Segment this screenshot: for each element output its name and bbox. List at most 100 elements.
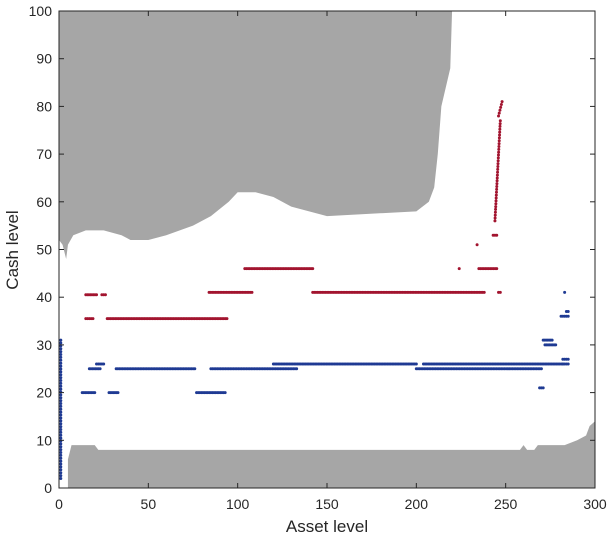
- shaded-regions: [59, 11, 595, 488]
- data-point: [496, 167, 500, 171]
- data-point: [494, 207, 498, 211]
- data-point: [497, 136, 501, 140]
- y-tick-label: 80: [36, 98, 52, 114]
- upper-infeasible-region: [59, 11, 453, 260]
- data-point: [59, 370, 63, 374]
- y-tick-label: 100: [29, 3, 53, 19]
- data-point: [497, 147, 501, 151]
- y-tick-label: 40: [36, 289, 52, 305]
- data-point: [59, 422, 63, 426]
- data-point: [295, 367, 299, 371]
- data-point: [497, 111, 501, 115]
- data-point: [59, 468, 63, 472]
- data-point: [59, 433, 63, 437]
- data-point: [475, 243, 479, 247]
- axis-ticks: 0 50 100 150 200 250 300 0 10 20 30 40 50 60 70 80 90 100: [29, 3, 607, 512]
- data-point: [59, 381, 63, 385]
- data-point: [495, 176, 499, 180]
- data-point: [494, 193, 498, 197]
- data-point: [59, 427, 63, 431]
- data-point: [59, 402, 63, 406]
- data-point: [59, 396, 63, 400]
- data-point: [495, 233, 499, 237]
- data-point: [494, 202, 498, 206]
- data-point: [59, 471, 63, 475]
- data-point: [497, 114, 501, 118]
- data-point: [566, 310, 570, 314]
- data-point: [495, 267, 499, 271]
- data-point: [59, 451, 63, 455]
- y-tick-label: 90: [36, 51, 52, 67]
- data-point: [59, 378, 63, 382]
- data-point: [59, 384, 63, 388]
- data-point: [495, 173, 499, 177]
- data-point: [498, 130, 502, 134]
- data-point: [493, 216, 497, 220]
- data-point: [59, 436, 63, 440]
- data-point: [59, 399, 63, 403]
- data-point: [493, 213, 497, 217]
- data-point: [59, 465, 63, 469]
- y-tick-label: 60: [36, 194, 52, 210]
- data-point: [59, 453, 63, 457]
- data-point: [116, 391, 120, 395]
- data-point: [59, 448, 63, 452]
- data-point: [498, 119, 502, 123]
- data-point: [59, 404, 63, 408]
- data-point: [554, 343, 558, 347]
- x-tick-label: 150: [315, 496, 339, 512]
- data-point: [566, 357, 570, 361]
- data-point: [498, 133, 502, 137]
- data-point: [311, 267, 315, 271]
- data-point: [59, 361, 63, 365]
- series-1: [84, 100, 504, 321]
- data-point: [59, 430, 63, 434]
- data-point: [498, 127, 502, 131]
- data-point: [457, 267, 461, 271]
- y-tick-label: 20: [36, 385, 52, 401]
- data-point: [59, 387, 63, 391]
- data-point: [495, 187, 499, 191]
- data-point: [496, 162, 500, 166]
- data-point: [498, 108, 502, 112]
- data-point: [496, 153, 500, 157]
- data-point: [496, 165, 500, 168]
- y-tick-label: 10: [36, 432, 52, 448]
- data-point: [550, 338, 554, 342]
- data-point: [539, 367, 543, 371]
- data-point: [482, 290, 486, 294]
- data-point: [499, 102, 503, 106]
- data-point: [59, 407, 63, 411]
- data-point: [98, 367, 102, 371]
- data-point: [563, 290, 567, 294]
- data-point: [250, 290, 254, 294]
- data-point: [59, 476, 63, 480]
- x-tick-label: 50: [141, 496, 157, 512]
- y-tick-label: 0: [44, 480, 52, 496]
- data-point: [59, 338, 63, 342]
- data-point: [566, 362, 570, 366]
- data-point: [493, 219, 497, 223]
- data-point: [59, 425, 63, 429]
- x-tick-label: 250: [494, 496, 518, 512]
- data-point: [93, 391, 97, 395]
- data-point: [495, 179, 499, 183]
- data-point: [59, 419, 63, 423]
- data-point: [498, 124, 502, 128]
- data-point: [497, 139, 501, 143]
- data-point: [59, 410, 63, 414]
- x-tick-label: 300: [583, 496, 607, 512]
- data-point: [59, 393, 63, 397]
- data-points: [59, 100, 570, 480]
- data-point: [59, 474, 63, 478]
- data-point: [59, 353, 63, 357]
- data-point: [495, 182, 499, 186]
- data-point: [494, 199, 498, 203]
- y-tick-label: 30: [36, 337, 52, 353]
- data-point: [59, 442, 63, 446]
- data-point: [494, 205, 498, 209]
- data-point: [223, 391, 227, 395]
- data-point: [59, 376, 63, 380]
- data-point: [498, 122, 502, 126]
- data-point: [499, 105, 503, 109]
